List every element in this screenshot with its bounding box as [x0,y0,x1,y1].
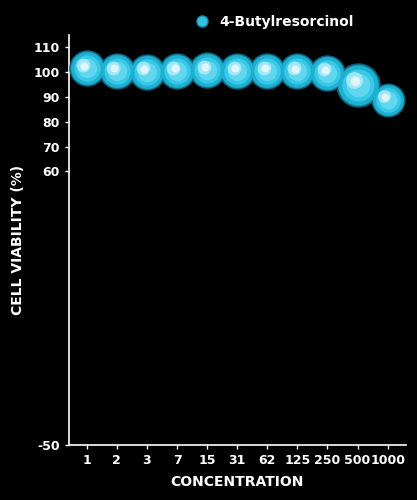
Point [294,68,301,76]
Point [384,96,391,104]
X-axis label: CONCENTRATION: CONCENTRATION [171,475,304,489]
Point [290,64,297,72]
Point [143,68,150,76]
Point [264,67,271,75]
Point [170,64,177,72]
Y-axis label: CELL VIABILITY (%): CELL VIABILITY (%) [11,164,25,315]
Point [354,80,361,88]
Point [351,76,357,84]
Point [174,67,181,75]
Point [113,67,120,75]
Point [354,80,361,88]
Point [204,66,211,74]
Point [111,64,118,72]
Point [83,64,90,72]
Point [384,96,391,104]
Point [354,80,361,88]
Point [110,64,117,72]
Point [260,64,267,72]
Point [352,77,358,85]
Point [294,68,301,76]
Point [174,67,181,75]
Point [201,64,208,72]
Point [143,68,150,76]
Point [264,67,271,75]
Point [81,62,88,70]
Point [113,67,120,75]
Point [83,64,90,72]
Point [113,67,120,75]
Point [140,64,147,72]
Point [113,67,120,75]
Point [231,64,238,72]
Point [264,67,271,75]
Point [381,92,387,100]
Point [384,96,391,104]
Point [143,68,150,76]
Point [322,66,328,74]
Point [83,64,90,72]
Point [234,67,241,75]
Point [321,66,327,74]
Point [384,96,391,104]
Point [324,68,331,76]
Point [204,66,211,74]
Point [143,68,150,76]
Point [354,80,361,88]
Point [141,65,148,73]
Point [291,64,298,72]
Point [174,67,181,75]
Point [384,96,391,104]
Point [324,68,331,76]
Point [324,68,331,76]
Point [171,64,178,72]
Point [234,67,241,75]
Point [234,67,241,75]
Point [174,67,181,75]
Point [354,80,361,88]
Point [204,66,211,74]
Point [83,64,90,72]
Point [113,67,120,75]
Point [264,67,271,75]
Point [324,68,331,76]
Point [230,64,237,72]
Point [204,66,211,74]
Point [294,68,301,76]
Point [382,93,389,101]
Point [234,67,241,75]
Point [174,67,181,75]
Point [264,67,271,75]
Point [83,64,90,72]
Point [294,68,301,76]
Point [261,64,268,72]
Legend: 4-Butylresorcinol: 4-Butylresorcinol [182,9,359,34]
Point [324,68,331,76]
Point [234,67,241,75]
Point [200,63,207,71]
Point [143,68,150,76]
Point [294,68,301,76]
Point [80,61,86,69]
Point [204,66,211,74]
